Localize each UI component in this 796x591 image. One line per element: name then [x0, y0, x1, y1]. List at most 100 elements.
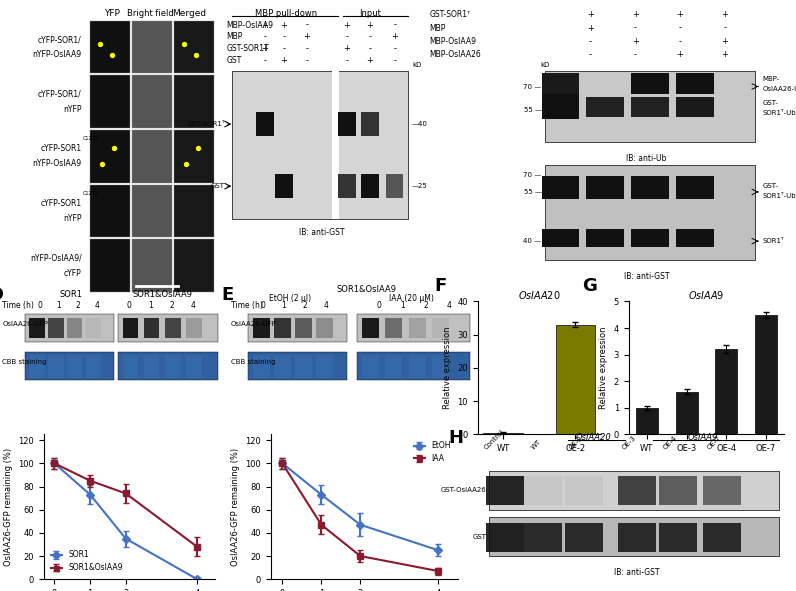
Bar — [90, 184, 130, 237]
Text: MBP-: MBP- — [763, 76, 779, 82]
Bar — [545, 165, 755, 260]
Text: kD: kD — [412, 62, 421, 68]
Bar — [587, 229, 624, 247]
Bar — [677, 96, 714, 117]
Text: -: - — [345, 33, 349, 41]
Bar — [659, 476, 696, 505]
Bar — [636, 408, 657, 434]
Bar — [631, 73, 669, 94]
Text: +: + — [392, 33, 398, 41]
Text: SOR1ᵀ: SOR1ᵀ — [763, 238, 784, 244]
Bar — [703, 523, 741, 552]
Text: -: - — [393, 21, 396, 30]
Bar — [118, 314, 218, 342]
Text: IAA (20 μM): IAA (20 μM) — [388, 294, 433, 303]
Bar — [587, 176, 624, 199]
Bar — [86, 355, 101, 378]
Text: +: + — [587, 24, 594, 33]
Bar — [90, 21, 130, 73]
Bar — [144, 318, 159, 338]
Bar — [490, 470, 778, 510]
Text: cYFP-SOR1: cYFP-SOR1 — [41, 144, 82, 154]
Text: kD: kD — [540, 62, 550, 68]
Text: C127S: C127S — [83, 136, 99, 141]
Text: -: - — [678, 24, 681, 33]
Text: -: - — [589, 50, 591, 59]
Bar — [165, 355, 181, 378]
Text: GST-SOR1ᵀ: GST-SOR1ᵀ — [429, 10, 470, 20]
Text: +: + — [344, 44, 350, 53]
Bar — [545, 71, 755, 142]
Text: —40: —40 — [412, 121, 428, 127]
Bar — [90, 75, 130, 128]
Bar — [186, 355, 201, 378]
Text: 2: 2 — [170, 301, 174, 310]
Text: cYFP-SOR1/: cYFP-SOR1/ — [38, 90, 82, 99]
Text: +: + — [366, 21, 373, 30]
Bar — [48, 318, 64, 338]
Text: -: - — [393, 56, 396, 65]
Bar — [332, 71, 339, 219]
Bar — [432, 355, 449, 378]
Text: -: - — [306, 56, 308, 65]
Bar — [174, 130, 214, 183]
Text: H: H — [448, 428, 463, 447]
Text: 2: 2 — [76, 301, 80, 310]
Text: +: + — [280, 21, 287, 30]
Text: GST-SOR1T: GST-SOR1T — [227, 44, 269, 53]
Text: 55 —: 55 — — [524, 189, 541, 195]
Text: -: - — [724, 24, 727, 33]
Bar — [275, 174, 293, 198]
Bar — [86, 318, 101, 338]
Text: OE-3: OE-3 — [621, 434, 637, 450]
Bar — [618, 476, 656, 505]
Text: OsIAA9: OsIAA9 — [688, 433, 718, 442]
Legend: SOR1, SOR1&OsIAA9: SOR1, SOR1&OsIAA9 — [48, 547, 126, 576]
Text: IB: anti-GST: IB: anti-GST — [615, 568, 660, 577]
Text: -: - — [678, 37, 681, 46]
Bar — [556, 324, 595, 434]
Bar — [524, 523, 562, 552]
Title: $\it{OsIAA20}$: $\it{OsIAA20}$ — [518, 288, 560, 301]
Bar — [703, 476, 741, 505]
Text: CBB staining: CBB staining — [231, 359, 275, 365]
Text: 70 —: 70 — — [523, 172, 541, 178]
Bar — [631, 96, 669, 117]
Text: 4: 4 — [95, 301, 100, 310]
Text: 4: 4 — [190, 301, 195, 310]
Text: cYFP-SOR1/: cYFP-SOR1/ — [38, 35, 82, 44]
Y-axis label: Relative expression: Relative expression — [599, 327, 608, 409]
Bar — [186, 318, 201, 338]
Text: Time (h): Time (h) — [231, 301, 263, 310]
Text: 1: 1 — [57, 301, 61, 310]
Bar — [716, 349, 737, 434]
Text: 40 —: 40 — — [524, 238, 541, 244]
Bar — [316, 318, 334, 338]
Text: MBP: MBP — [227, 33, 243, 41]
Bar — [541, 73, 579, 94]
Bar — [132, 130, 172, 183]
Bar — [565, 523, 603, 552]
Text: Input: Input — [359, 9, 381, 18]
Bar — [361, 318, 379, 338]
Text: nYFP-OsIAA9: nYFP-OsIAA9 — [33, 50, 82, 59]
Text: Control: Control — [483, 428, 505, 450]
Text: -: - — [263, 56, 267, 65]
Bar — [385, 355, 402, 378]
Text: GST-: GST- — [763, 183, 778, 189]
Text: Merged: Merged — [172, 9, 206, 18]
Text: 55 —: 55 — — [524, 107, 541, 113]
Bar — [29, 318, 45, 338]
Text: -: - — [283, 44, 286, 53]
Bar — [483, 433, 523, 434]
Text: SOR1&OsIAA9: SOR1&OsIAA9 — [337, 285, 396, 294]
Bar — [295, 318, 312, 338]
Text: -: - — [369, 44, 372, 53]
Bar — [25, 352, 114, 380]
Bar — [29, 355, 45, 378]
Text: Time (h): Time (h) — [2, 301, 34, 310]
Text: SOR1&OsIAA9: SOR1&OsIAA9 — [133, 290, 193, 299]
Text: 70 —: 70 — — [523, 83, 541, 89]
Bar — [295, 355, 312, 378]
Text: nYFP: nYFP — [63, 214, 82, 223]
